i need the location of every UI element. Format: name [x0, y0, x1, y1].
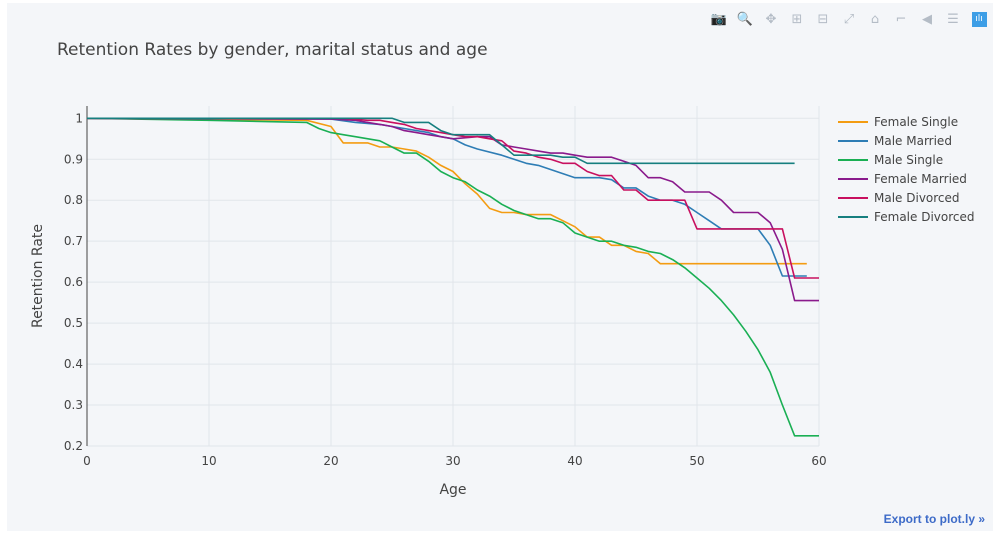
legend-label: Female Divorced: [874, 209, 975, 224]
legend: Female Single Male Married Male Single Fema…: [838, 112, 975, 226]
legend-swatch: [838, 120, 868, 123]
home-icon[interactable]: ⌂: [870, 11, 880, 27]
zoom-in-icon[interactable]: ⊞: [791, 11, 803, 27]
legend-item-female-single[interactable]: Female Single: [838, 112, 975, 131]
legend-item-male-divorced[interactable]: Male Divorced: [838, 188, 975, 207]
legend-item-female-divorced[interactable]: Female Divorced: [838, 207, 975, 226]
pan-icon[interactable]: ✥: [765, 11, 777, 27]
chart-background: [7, 3, 993, 531]
legend-label: Male Single: [874, 152, 944, 167]
y-tick-label: 0.3: [64, 398, 83, 412]
hover-closest-icon[interactable]: ◀: [922, 11, 932, 27]
series-line-male-divorced: [87, 117, 819, 279]
legend-swatch: [838, 139, 868, 142]
legend-item-female-married[interactable]: Female Married: [838, 169, 975, 188]
y-tick-label: 0.8: [64, 193, 83, 207]
legend-item-male-single[interactable]: Male Single: [838, 150, 975, 169]
legend-swatch: [838, 196, 868, 199]
series-line-male-married: [86, 117, 807, 277]
legend-label: Female Single: [874, 114, 959, 129]
chart-title: Retention Rates by gender, marital statu…: [57, 40, 488, 60]
x-axis-title: Age: [439, 482, 466, 498]
x-tick-label: 30: [445, 454, 460, 468]
legend-item-male-married[interactable]: Male Married: [838, 131, 975, 150]
series-line-female-single: [86, 117, 807, 265]
legend-swatch: [838, 215, 868, 218]
y-tick-label: 0.9: [64, 152, 83, 166]
x-tick-label: 0: [83, 454, 91, 468]
modebar: 📷 🔍 ✥ ⊞ ⊟ ⤢ ⌂ ⌐ ◀ ☰ ılı: [706, 10, 992, 28]
x-tick-label: 40: [567, 454, 582, 468]
zoom-icon[interactable]: 🔍: [736, 11, 754, 27]
series-line-female-divorced: [87, 117, 795, 165]
y-tick-label: 0.4: [64, 357, 83, 371]
camera-icon[interactable]: 📷: [710, 11, 728, 27]
y-tick-label: 0.2: [64, 439, 83, 453]
spike-lines-icon[interactable]: ⌐: [895, 11, 907, 27]
x-tick-label: 60: [811, 454, 826, 468]
y-tick-label: 0.6: [64, 275, 83, 289]
y-tick-label: 0.5: [64, 316, 83, 330]
export-link[interactable]: Export to plot.ly »: [883, 512, 985, 526]
legend-label: Male Married: [874, 133, 952, 148]
legend-label: Female Married: [874, 171, 967, 186]
series-line-female-married: [86, 117, 819, 302]
series-line-male-single: [86, 117, 819, 437]
plotly-logo-icon[interactable]: ılı: [966, 10, 992, 28]
x-tick-label: 20: [323, 454, 338, 468]
x-tick-label: 50: [689, 454, 704, 468]
legend-swatch: [838, 158, 868, 161]
legend-swatch: [838, 177, 868, 180]
y-tick-label: 1: [75, 111, 83, 125]
autoscale-icon[interactable]: ⤢: [843, 11, 855, 27]
zoom-out-icon[interactable]: ⊟: [817, 11, 829, 27]
hover-compare-icon[interactable]: ☰: [947, 11, 959, 27]
y-axis-title: Retention Rate: [30, 224, 46, 328]
legend-label: Male Divorced: [874, 190, 960, 205]
y-tick-label: 0.7: [64, 234, 83, 248]
x-tick-label: 10: [201, 454, 216, 468]
